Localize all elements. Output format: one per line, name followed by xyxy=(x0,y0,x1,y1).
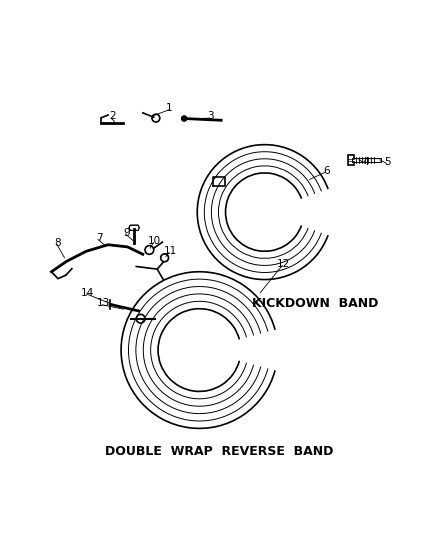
Polygon shape xyxy=(129,225,139,230)
Text: 9: 9 xyxy=(124,228,130,238)
Text: 4: 4 xyxy=(363,157,369,167)
Text: 6: 6 xyxy=(324,166,330,176)
Text: 10: 10 xyxy=(148,236,161,246)
Text: 12: 12 xyxy=(277,260,290,269)
Text: 3: 3 xyxy=(207,111,214,122)
Text: 7: 7 xyxy=(96,233,102,243)
Text: DOUBLE  WRAP  REVERSE  BAND: DOUBLE WRAP REVERSE BAND xyxy=(105,445,333,458)
Text: 5: 5 xyxy=(385,157,391,167)
Text: 8: 8 xyxy=(55,238,61,248)
Text: 2: 2 xyxy=(109,111,116,122)
Text: 13: 13 xyxy=(97,298,110,309)
Text: KICKDOWN  BAND: KICKDOWN BAND xyxy=(251,297,378,310)
Text: 1: 1 xyxy=(166,103,172,112)
Text: 14: 14 xyxy=(81,288,94,297)
FancyBboxPatch shape xyxy=(348,155,354,165)
Circle shape xyxy=(182,116,187,121)
Text: 11: 11 xyxy=(164,246,177,256)
